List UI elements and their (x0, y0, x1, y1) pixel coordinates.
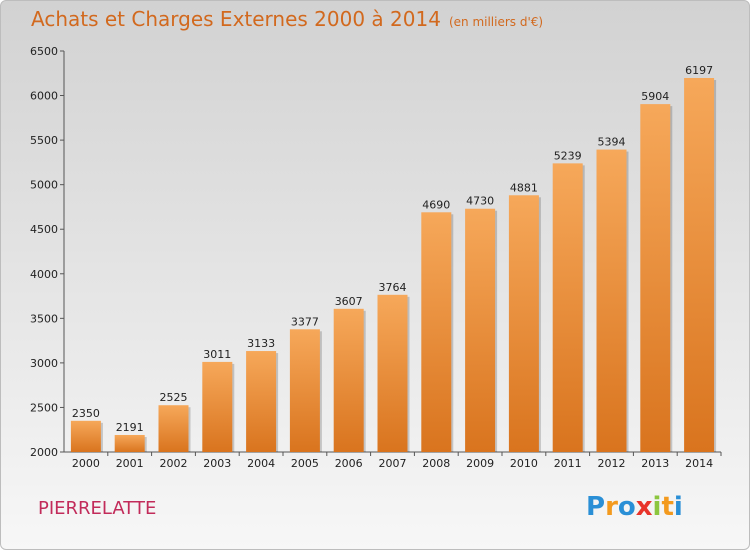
bar-value-label: 4730 (466, 195, 494, 208)
x-tick-label: 2001 (116, 457, 144, 470)
y-tick-label: 5500 (30, 134, 58, 147)
bar-value-label: 5239 (554, 149, 582, 162)
bar-value-label: 3133 (247, 337, 275, 350)
x-tick-label: 2007 (379, 457, 407, 470)
bar-value-label: 3377 (291, 315, 319, 328)
logo-letter: x (635, 492, 653, 522)
bar (640, 104, 671, 452)
bar-value-label: 4690 (422, 198, 450, 211)
bar-value-label: 5394 (598, 136, 626, 149)
y-tick-label: 4000 (30, 268, 58, 281)
x-tick-label: 2012 (598, 457, 626, 470)
bar (289, 329, 320, 452)
x-tick-label: 2009 (466, 457, 494, 470)
bar (158, 405, 189, 452)
chart-bars: 2350 2191 2525 3011 3133 3377 3607 3764 4690 4730… (70, 64, 717, 453)
logo-letter: P (586, 492, 606, 522)
bar (684, 78, 715, 452)
proxiti-logo[interactable]: Proxiti (586, 492, 683, 522)
city-name: PIERRELATTE (38, 498, 157, 519)
bar-value-label: 4881 (510, 181, 538, 194)
x-tick-label: 2002 (160, 457, 188, 470)
chart-unit: (en milliers d'€) (448, 15, 544, 29)
x-tick-label: 2003 (203, 457, 231, 470)
chart-axes: 2000 2500 3000 3500 4000 4500 5000 5500 6000 6500… (30, 45, 722, 470)
bar (421, 212, 452, 452)
x-tick-label: 2011 (554, 457, 582, 470)
bar (596, 149, 627, 452)
logo-letter: t (661, 492, 674, 522)
bar (377, 294, 408, 452)
y-tick-label: 6000 (30, 90, 58, 103)
bar (202, 361, 233, 452)
logo-letter: o (617, 492, 636, 522)
bar-value-label: 2350 (72, 407, 100, 420)
bar-value-label: 5904 (641, 90, 669, 103)
y-tick-label: 3000 (30, 357, 58, 370)
bar (552, 163, 583, 452)
y-tick-label: 4500 (30, 223, 58, 236)
x-tick-label: 2004 (247, 457, 275, 470)
bar-value-label: 3764 (379, 281, 407, 294)
bar (465, 208, 496, 452)
y-tick-label: 2000 (30, 446, 58, 459)
y-tick-label: 3500 (30, 312, 58, 325)
y-tick-label: 5000 (30, 179, 58, 192)
y-tick-label: 2500 (30, 401, 58, 414)
chart-title-block: Achats et Charges Externes 2000 à 2014 (e… (31, 7, 543, 31)
bar-value-label: 3011 (203, 348, 231, 361)
bar-value-label: 6197 (685, 64, 713, 77)
bar (246, 351, 277, 452)
bar (70, 420, 101, 452)
bar (333, 308, 364, 452)
x-tick-label: 2000 (72, 457, 100, 470)
x-tick-label: 2006 (335, 457, 363, 470)
bar (114, 434, 145, 452)
chart-title: Achats et Charges Externes 2000 à 2014 (31, 7, 441, 31)
x-tick-label: 2014 (685, 457, 713, 470)
logo-letter: i (673, 492, 683, 522)
y-tick-label: 6500 (30, 45, 58, 58)
logo-letter: r (605, 492, 618, 522)
x-tick-label: 2008 (422, 457, 450, 470)
bar-value-label: 2525 (160, 391, 188, 404)
bar-value-label: 2191 (116, 421, 144, 434)
x-tick-label: 2005 (291, 457, 319, 470)
bar (508, 195, 539, 453)
logo-letter: i (652, 492, 662, 522)
bar-value-label: 3607 (335, 295, 363, 308)
x-tick-label: 2010 (510, 457, 538, 470)
x-tick-label: 2013 (641, 457, 669, 470)
